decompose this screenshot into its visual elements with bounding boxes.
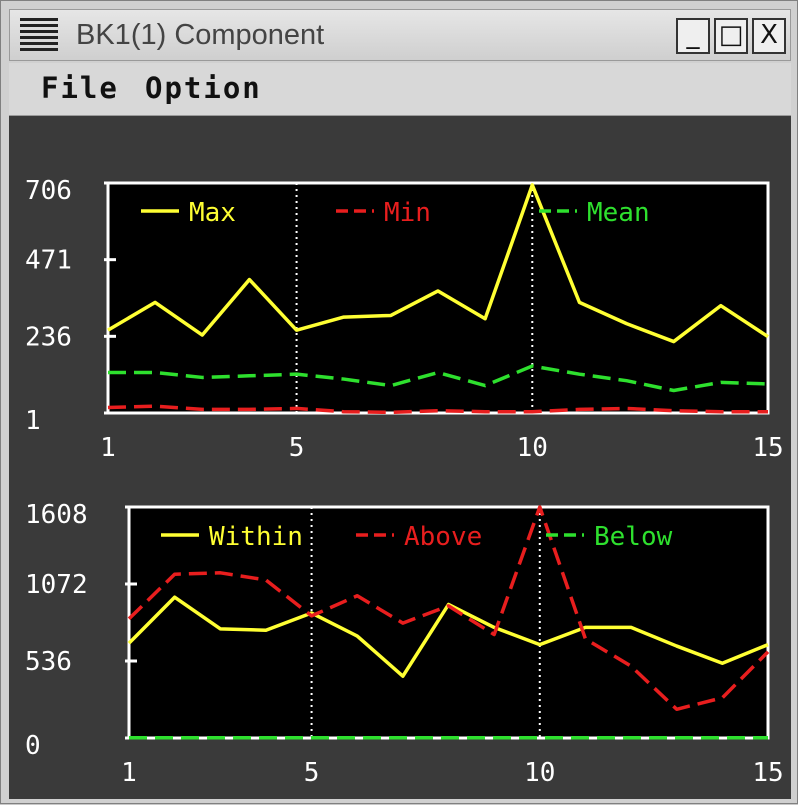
legend-label-above: Above: [404, 522, 482, 552]
x-tick-label: 1: [121, 758, 137, 788]
y-tick-label: 471: [25, 246, 72, 276]
maximize-button[interactable]: □: [714, 18, 748, 54]
x-tick-label: 5: [289, 433, 305, 463]
minimize-button[interactable]: _: [676, 18, 710, 54]
x-tick-label: 15: [752, 758, 783, 788]
legend-label-below: Below: [594, 522, 673, 552]
legend-label-min: Min: [384, 198, 431, 228]
menu-file[interactable]: File: [41, 71, 119, 105]
close-button[interactable]: X: [752, 18, 786, 54]
x-tick-label: 5: [304, 758, 320, 788]
window-title: BK1(1) Component: [76, 19, 325, 51]
title-bar[interactable]: BK1(1) Component _ □ X: [9, 9, 791, 61]
window-menu-icon[interactable]: [20, 18, 58, 54]
series-line-max: [107, 183, 769, 344]
legend-label-within: Within: [209, 522, 303, 552]
legend-label-max: Max: [189, 198, 236, 228]
plot-frame-2: [127, 505, 770, 740]
y-tick-label: 0: [25, 731, 41, 761]
y-tick-label: 536: [25, 647, 72, 677]
x-tick-label: 1: [100, 433, 116, 463]
plot-frame-1: [106, 181, 770, 415]
y-tick-label: 1072: [25, 570, 88, 600]
y-tick-label: 236: [25, 322, 72, 352]
menu-bar: File Option: [9, 63, 791, 116]
series-line-mean: [108, 364, 769, 393]
y-tick-label: 1: [25, 406, 41, 436]
legend-label-mean: Mean: [587, 198, 650, 228]
x-tick-label: 15: [752, 433, 783, 463]
x-tick-label: 10: [517, 433, 548, 463]
series-line-above: [127, 505, 770, 712]
series-line-min: [107, 404, 768, 415]
y-tick-label: 706: [25, 176, 72, 206]
menu-option[interactable]: Option: [145, 71, 262, 105]
y-tick-label: 1608: [25, 500, 88, 530]
x-tick-label: 10: [524, 758, 555, 788]
